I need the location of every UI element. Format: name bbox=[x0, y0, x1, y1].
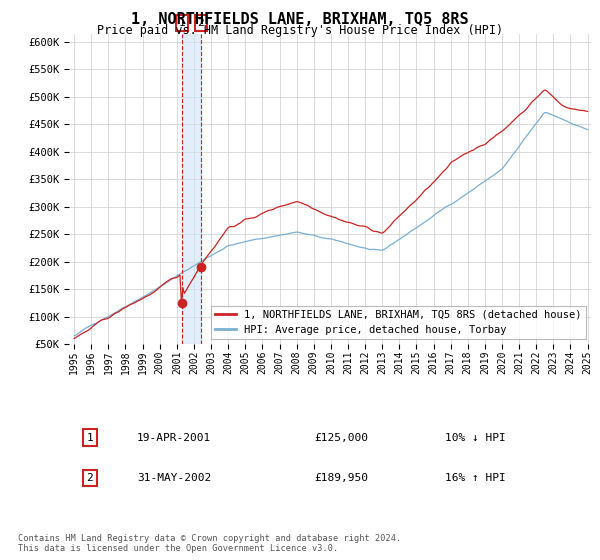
Text: 2: 2 bbox=[197, 18, 205, 28]
Text: 2: 2 bbox=[86, 473, 93, 483]
Legend: 1, NORTHFIELDS LANE, BRIXHAM, TQ5 8RS (detached house), HPI: Average price, deta: 1, NORTHFIELDS LANE, BRIXHAM, TQ5 8RS (d… bbox=[211, 306, 586, 339]
Text: 16% ↑ HPI: 16% ↑ HPI bbox=[445, 473, 506, 483]
Text: 1: 1 bbox=[178, 18, 185, 28]
Text: Contains HM Land Registry data © Crown copyright and database right 2024.
This d: Contains HM Land Registry data © Crown c… bbox=[18, 534, 401, 553]
Text: Price paid vs. HM Land Registry's House Price Index (HPI): Price paid vs. HM Land Registry's House … bbox=[97, 24, 503, 37]
Text: 31-MAY-2002: 31-MAY-2002 bbox=[137, 473, 211, 483]
Bar bbox=[182, 34, 201, 344]
Text: 19-APR-2001: 19-APR-2001 bbox=[137, 433, 211, 442]
Text: £189,950: £189,950 bbox=[314, 473, 368, 483]
Text: £125,000: £125,000 bbox=[314, 433, 368, 442]
Text: 10% ↓ HPI: 10% ↓ HPI bbox=[445, 433, 506, 442]
Text: 1: 1 bbox=[86, 433, 93, 442]
Text: 1, NORTHFIELDS LANE, BRIXHAM, TQ5 8RS: 1, NORTHFIELDS LANE, BRIXHAM, TQ5 8RS bbox=[131, 12, 469, 27]
